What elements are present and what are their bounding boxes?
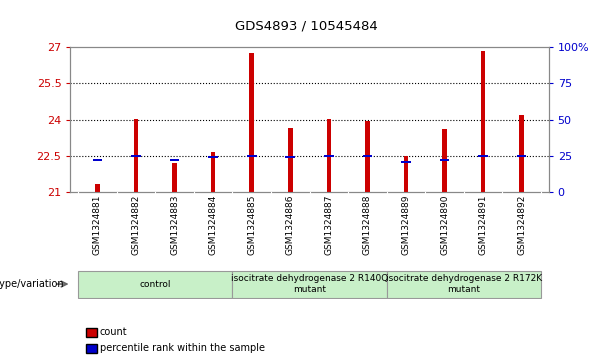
Bar	[286, 156, 295, 158]
Text: genotype/variation: genotype/variation	[0, 279, 64, 289]
Bar	[95, 184, 100, 192]
Text: GDS4893 / 10545484: GDS4893 / 10545484	[235, 20, 378, 33]
Bar	[478, 155, 488, 157]
Bar	[481, 51, 485, 192]
Bar	[401, 161, 411, 163]
Bar	[208, 156, 218, 158]
Bar	[517, 155, 527, 157]
Text: GSM1324886: GSM1324886	[286, 195, 295, 255]
Bar	[324, 155, 333, 157]
Bar	[211, 152, 216, 192]
Text: isocitrate dehydrogenase 2 R140Q
mutant: isocitrate dehydrogenase 2 R140Q mutant	[231, 274, 388, 294]
FancyBboxPatch shape	[232, 271, 387, 298]
Bar	[442, 130, 447, 192]
Text: GSM1324891: GSM1324891	[479, 195, 487, 255]
Bar	[249, 53, 254, 192]
Bar	[247, 155, 257, 157]
Text: GSM1324885: GSM1324885	[247, 195, 256, 255]
Bar	[365, 121, 370, 192]
Text: GSM1324881: GSM1324881	[93, 195, 102, 255]
Text: GSM1324884: GSM1324884	[208, 195, 218, 255]
Text: GSM1324889: GSM1324889	[402, 195, 411, 255]
Bar	[93, 159, 102, 161]
Text: count: count	[100, 327, 128, 337]
Text: percentile rank within the sample: percentile rank within the sample	[100, 343, 265, 354]
Text: GSM1324888: GSM1324888	[363, 195, 372, 255]
Bar	[362, 155, 372, 157]
Text: GSM1324890: GSM1324890	[440, 195, 449, 255]
Bar	[134, 119, 139, 192]
Text: GSM1324883: GSM1324883	[170, 195, 179, 255]
Bar	[440, 159, 449, 162]
Text: GSM1324892: GSM1324892	[517, 195, 526, 255]
Bar	[519, 115, 524, 192]
Bar	[403, 156, 408, 192]
Text: control: control	[140, 280, 171, 289]
Bar	[170, 159, 180, 161]
Text: GSM1324887: GSM1324887	[324, 195, 333, 255]
FancyBboxPatch shape	[387, 271, 541, 298]
Bar	[327, 119, 331, 192]
FancyBboxPatch shape	[78, 271, 232, 298]
Text: isocitrate dehydrogenase 2 R172K
mutant: isocitrate dehydrogenase 2 R172K mutant	[386, 274, 542, 294]
Text: GSM1324882: GSM1324882	[132, 195, 140, 255]
Bar	[131, 155, 141, 157]
Bar	[172, 163, 177, 192]
Bar	[288, 128, 292, 192]
